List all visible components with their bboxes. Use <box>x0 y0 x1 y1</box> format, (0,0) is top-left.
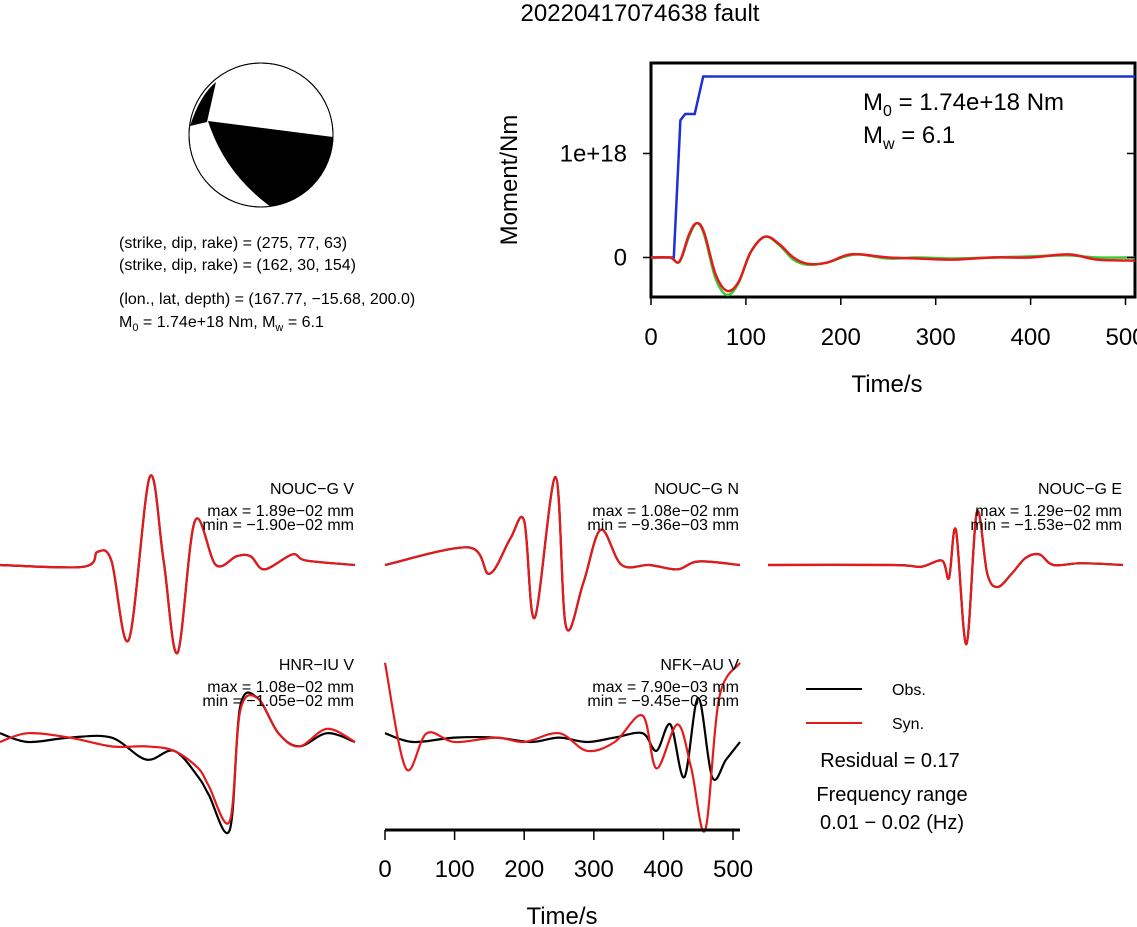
waveform-xtick-label: 300 <box>574 856 614 883</box>
legend-obs-label: Obs. <box>892 682 926 699</box>
moment-annotation-mw: Mw = 6.1 <box>863 122 955 153</box>
observed-waveform <box>0 691 356 835</box>
legend-frequency-label: Frequency range <box>816 784 967 806</box>
legend-syn-label: Syn. <box>892 716 924 733</box>
moment-xlabel: Time/s <box>851 371 922 398</box>
legend-frequency-value: 0.01 − 0.02 (Hz) <box>820 812 964 834</box>
mechanism-location: (lon., lat, depth) = (167.77, −15.68, 20… <box>119 291 415 308</box>
synthetic-waveform <box>0 694 356 825</box>
moment-cumulative-line <box>651 75 1135 259</box>
moment-rate-line-red <box>651 221 1135 293</box>
mechanism-line1: (strike, dip, rake) = (275, 77, 63) <box>119 235 347 252</box>
figure-title: 20220417074638 fault <box>521 0 760 27</box>
station-label: NFK−AU V <box>660 657 739 674</box>
mechanism-info: (strike, dip, rake) = (275, 77, 63) (str… <box>119 235 415 334</box>
station-min-label: min = −9.36e−03 mm <box>587 517 739 534</box>
waveform-time-axis: 0 100 200 300 400 500 Time/s <box>378 828 753 927</box>
moment-ylabel: Moment/Nm <box>496 115 523 246</box>
moment-xtick-label: 100 <box>726 324 766 351</box>
station-label: NOUC−G V <box>270 481 354 498</box>
synthetic-waveform <box>767 509 1124 646</box>
waveform-xtick-label: 0 <box>378 856 391 883</box>
moment-ytick-label: 0 <box>614 244 627 271</box>
mechanism-line2: (strike, dip, rake) = (162, 30, 154) <box>119 257 356 274</box>
station-min-label: min = −1.53e−02 mm <box>970 517 1122 534</box>
station-max-label: max = 7.90e−03 mm <box>592 679 739 696</box>
station-min-label: min = −1.05e−02 mm <box>202 693 354 710</box>
station-max-label: max = 1.89e−02 mm <box>207 503 354 520</box>
observed-waveform <box>384 696 741 781</box>
waveform-xlabel: Time/s <box>526 903 597 927</box>
moment-xtick-label: 200 <box>821 324 861 351</box>
station-label: NOUC−G E <box>1038 481 1122 498</box>
moment-xtick-label: 400 <box>1011 324 1051 351</box>
beachball <box>188 62 334 208</box>
waveform-xtick-label: 100 <box>435 856 475 883</box>
moment-annotation-m0: M0 = 1.74e+18 Nm <box>863 89 1064 120</box>
station-label: NOUC−G N <box>654 481 739 498</box>
mechanism-moment: M0 = 1.74e+18 Nm, Mw = 6.1 <box>119 314 324 334</box>
station-label: HNR−IU V <box>279 657 354 674</box>
moment-xtick-label: 0 <box>644 324 657 351</box>
legend-residual: Residual = 0.17 <box>820 750 960 772</box>
synthetic-waveform <box>0 474 356 655</box>
moment-plot: 0 100 200 300 400 500 0 1e+18 Moment/Nm Time/s… <box>496 61 1137 398</box>
beachball-compression-main <box>208 121 333 207</box>
station-min-label: min = −9.45e−03 mm <box>587 693 739 710</box>
moment-rate-line-green <box>651 221 1135 297</box>
station-max-label: max = 1.08e−02 mm <box>207 679 354 696</box>
station-max-label: max = 1.29e−02 mm <box>975 503 1122 520</box>
station-min-label: min = −1.90e−02 mm <box>202 517 354 534</box>
waveform-legend: Obs. Syn. Residual = 0.17 Frequency rang… <box>806 682 968 834</box>
station-max-label: max = 1.08e−02 mm <box>592 503 739 520</box>
waveform-xtick-label: 200 <box>504 856 544 883</box>
observed-waveform <box>384 475 741 632</box>
moment-plot-frame <box>649 61 1137 299</box>
synthetic-waveform <box>384 475 741 632</box>
moment-xtick-label: 500 <box>1105 324 1137 351</box>
waveform-xtick-label: 500 <box>713 856 753 883</box>
moment-ytick-label: 1e+18 <box>560 140 627 167</box>
moment-xtick-label: 300 <box>916 324 956 351</box>
beachball-compression-cap <box>190 82 216 126</box>
waveform-xtick-label: 400 <box>643 856 683 883</box>
